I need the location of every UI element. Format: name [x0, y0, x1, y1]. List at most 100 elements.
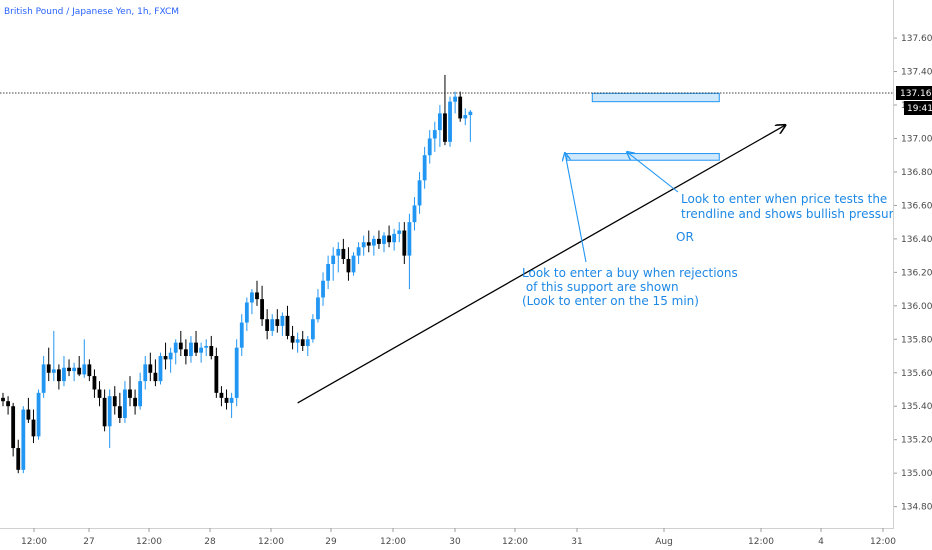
candle-22	[107, 389, 112, 449]
candle-69	[346, 247, 351, 281]
candle-33	[163, 342, 168, 370]
candle-50	[250, 289, 254, 315]
candle-53	[265, 309, 270, 340]
candle-62	[310, 314, 315, 343]
zones-layer	[566, 92, 720, 161]
candle-80	[402, 222, 407, 264]
trendline[interactable]	[297, 125, 786, 404]
candle-79	[397, 222, 402, 243]
annotation-line-2: trendline and shows bullish pressure	[681, 207, 901, 221]
time-tick-label: 30	[449, 537, 461, 547]
candle-21	[102, 389, 107, 432]
candle-45	[224, 389, 229, 410]
time-tick-label: 29	[325, 537, 337, 547]
price-tick-label: 136.400	[901, 235, 932, 245]
annotation-or: OR	[676, 230, 694, 244]
price-axis[interactable]	[894, 0, 932, 528]
candle-3	[11, 402, 16, 457]
countdown-badge	[904, 101, 932, 115]
candle-51	[255, 280, 259, 306]
candle-89	[448, 96, 452, 147]
candle-37	[183, 339, 188, 365]
candle-14	[67, 359, 71, 377]
time-tick-label: 31	[571, 537, 582, 547]
candle-25	[123, 381, 127, 423]
time-tick-label: Aug	[655, 537, 673, 547]
candles-layer	[1, 74, 473, 474]
candle-2	[6, 396, 10, 415]
candle-42	[209, 335, 214, 360]
price-tick-label: 136.600	[901, 201, 932, 211]
candle-87	[437, 105, 442, 147]
candle-57	[285, 305, 290, 340]
candle-74	[371, 235, 376, 256]
price-tick-label: 137.400	[901, 68, 932, 78]
candle-63	[316, 289, 320, 323]
candle-43	[214, 347, 219, 398]
candle-73	[366, 230, 371, 253]
time-axis[interactable]	[0, 528, 894, 550]
candle-9	[41, 356, 46, 398]
annotation-line-4: of this support are shown	[522, 280, 679, 294]
candle-71	[356, 242, 361, 264]
candle-19	[92, 369, 97, 398]
price-tick-label: 137.000	[901, 134, 932, 144]
time-tick-label: 12:00	[502, 537, 528, 547]
candle-36	[178, 330, 183, 357]
candle-32	[158, 352, 163, 385]
price-tick-label: 135.400	[901, 402, 932, 412]
candle-13	[62, 356, 66, 387]
candle-5	[21, 406, 26, 474]
candle-70	[351, 252, 356, 276]
candle-12	[56, 364, 61, 390]
zone-2[interactable]	[566, 153, 720, 161]
candle-47	[234, 339, 239, 407]
candle-85	[427, 130, 432, 164]
candle-68	[341, 238, 346, 264]
candle-39	[194, 330, 198, 357]
annotation-arrow-trendline	[627, 152, 679, 193]
price-tick-label: 135.000	[901, 469, 932, 479]
candle-72	[361, 235, 366, 256]
candle-1	[1, 392, 5, 407]
zone-1[interactable]	[591, 92, 720, 103]
time-tick-label: 12:00	[748, 537, 774, 547]
time-tick-label: 28	[204, 537, 216, 547]
candle-30	[148, 352, 153, 382]
countdown-label: 19:41	[907, 104, 932, 114]
candle-76	[382, 232, 386, 253]
candle-54	[270, 314, 275, 336]
candle-82	[412, 197, 417, 231]
candle-38	[189, 335, 193, 363]
candle-29	[143, 356, 148, 390]
candle-16	[77, 356, 82, 377]
price-tick-label: 135.800	[901, 335, 932, 345]
annotation-arrow-support	[565, 153, 587, 263]
candle-84	[422, 146, 427, 189]
candle-91	[458, 91, 463, 122]
price-tick-label: 135.200	[901, 436, 932, 446]
candle-4	[16, 439, 21, 474]
candle-49	[244, 297, 249, 331]
price-tick-label: 136.800	[901, 168, 932, 178]
time-tick-label: 27	[83, 537, 94, 547]
candle-77	[387, 225, 391, 248]
candle-60	[300, 330, 305, 352]
candle-58	[290, 325, 295, 350]
price-tick-label: 137.600	[901, 34, 932, 44]
annotation-line-5: (Look to enter on the 15 min)	[522, 294, 699, 308]
time-tick-label: 4	[818, 537, 824, 547]
candle-31	[153, 359, 158, 387]
candle-18	[87, 359, 92, 382]
candle-65	[326, 255, 331, 290]
candle-55	[275, 309, 280, 333]
candle-44	[219, 386, 224, 407]
time-tick-label: 12:00	[870, 537, 896, 547]
candle-66	[331, 247, 336, 281]
candle-17	[82, 339, 87, 378]
candle-93	[468, 110, 473, 142]
candle-83	[417, 171, 422, 214]
candle-15	[72, 362, 77, 382]
candle-61	[305, 335, 310, 357]
